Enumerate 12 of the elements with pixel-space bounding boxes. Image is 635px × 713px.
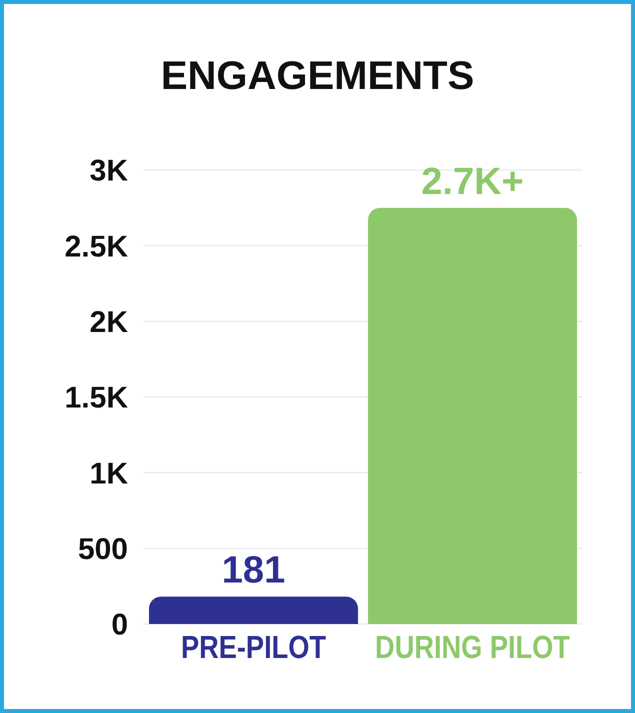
data-label: 181 (222, 550, 286, 592)
chart-title: ENGAGEMENTS (160, 54, 476, 99)
y-tick-label: 500 (78, 532, 128, 566)
y-tick-label: 3K (90, 154, 128, 188)
y-tick-label: 0 (111, 608, 128, 642)
x-tick-label: DURING PILOT (375, 630, 570, 666)
y-tick-label: 2.5K (64, 230, 128, 264)
y-tick-label: 1K (90, 457, 128, 490)
y-tick-label: 1.5K (64, 382, 128, 415)
data-label: 2.7K+ (421, 160, 524, 203)
y-tick-label: 2K (90, 306, 128, 339)
x-tick-label: PRE-PILOT (180, 630, 326, 666)
